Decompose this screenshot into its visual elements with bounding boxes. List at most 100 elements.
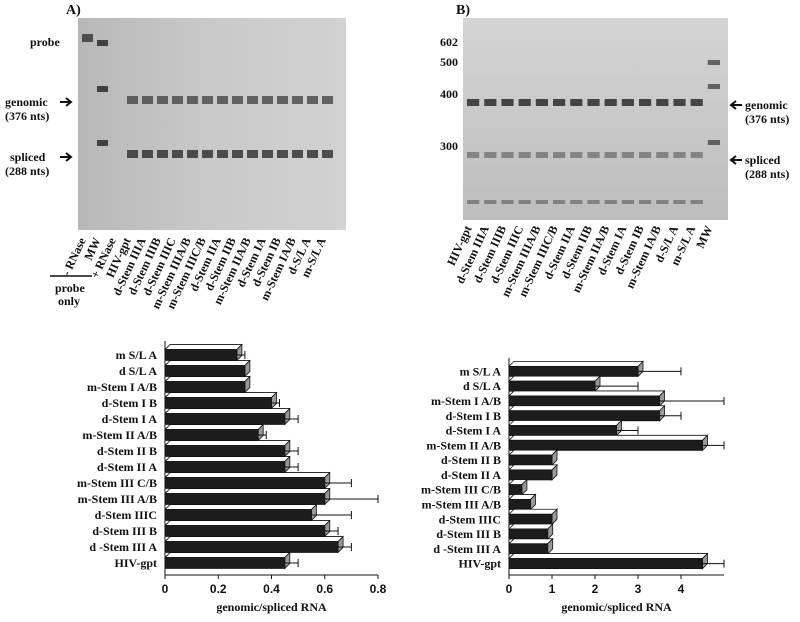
error-bar <box>271 399 280 407</box>
y-tick-label: d -Stem III A <box>433 542 501 556</box>
error-bar <box>338 543 352 551</box>
y-tick-label: d-Stem IIIC <box>439 512 501 526</box>
bar <box>508 528 549 540</box>
bar <box>164 541 339 553</box>
bar-top <box>164 392 278 398</box>
bar <box>508 499 531 510</box>
band <box>604 152 617 158</box>
band <box>553 152 566 158</box>
x-tick-label: 4 <box>678 582 685 596</box>
error-bar <box>324 527 339 535</box>
y-tick-label: m-Stem III C/B <box>77 476 157 490</box>
bar-top <box>508 420 623 426</box>
bar-top <box>508 553 709 559</box>
size-marker: 300 <box>440 139 458 153</box>
bar <box>508 439 703 451</box>
y-tick-label: m S/L A <box>116 348 158 362</box>
band <box>322 150 333 158</box>
bar-top <box>164 376 251 382</box>
error-bar <box>258 431 267 439</box>
y-tick-label: d-Stem II B <box>441 453 501 467</box>
bar-top <box>164 520 331 526</box>
band <box>587 99 600 106</box>
bar <box>508 395 660 407</box>
y-tick-label: m S/L A <box>460 364 502 378</box>
band <box>621 99 634 106</box>
bar-top <box>508 464 558 471</box>
band <box>232 150 243 158</box>
band <box>157 96 168 104</box>
bar <box>164 429 259 441</box>
gel-label: (288 nts) <box>5 164 49 178</box>
x-tick-label: 0.4 <box>263 582 280 596</box>
band <box>307 96 318 104</box>
gel-label: (288 nts) <box>745 167 789 181</box>
band <box>621 200 634 204</box>
x-tick-label: 0.6 <box>316 582 333 596</box>
band <box>707 60 720 65</box>
gel-image-b <box>463 18 728 220</box>
bar-top <box>164 344 243 350</box>
band <box>707 84 720 89</box>
band <box>97 86 108 92</box>
x-axis-label: genomic/spliced RNA <box>561 600 672 614</box>
bar-top <box>164 456 291 462</box>
band <box>639 200 652 204</box>
band <box>690 99 703 106</box>
bar <box>508 365 639 377</box>
gel-bands-b <box>467 60 720 204</box>
band <box>673 152 686 158</box>
bar <box>508 469 553 481</box>
band <box>127 96 138 104</box>
error-bar <box>659 411 682 420</box>
gel-label: probe <box>30 35 60 49</box>
bar-top <box>164 552 291 558</box>
band <box>570 200 583 204</box>
x-axis-label: genomic/spliced RNA <box>216 600 327 614</box>
x-tick-label: 0.2 <box>210 582 227 596</box>
bracket-label: probe <box>55 281 85 295</box>
band <box>484 152 497 158</box>
band <box>484 200 497 204</box>
bar <box>164 445 286 457</box>
bar <box>164 461 286 473</box>
y-tick-label: m-Stem III A/B <box>78 492 157 506</box>
band <box>518 99 531 106</box>
band <box>277 150 288 158</box>
bar-top <box>508 449 558 456</box>
band <box>247 96 258 104</box>
error-bar <box>284 463 299 471</box>
band <box>262 150 273 158</box>
bar-top <box>164 408 291 414</box>
bracket-label: only <box>58 294 80 308</box>
band <box>187 96 198 104</box>
bar <box>164 413 286 425</box>
size-marker: 400 <box>440 87 458 101</box>
band <box>467 99 480 106</box>
band <box>690 152 703 158</box>
band <box>535 99 548 106</box>
error-bar <box>324 479 352 487</box>
x-tick-label: 1 <box>549 582 556 596</box>
gel-label: spliced <box>745 153 781 167</box>
panel-label: B) <box>456 3 470 18</box>
band <box>535 200 548 204</box>
y-tick-label: d-Stem II B <box>97 444 157 458</box>
x-tick-label: 0 <box>162 582 169 596</box>
y-tick-label: d-Stem I B <box>446 409 501 423</box>
x-tick-label: 3 <box>635 582 642 596</box>
bar <box>508 410 660 422</box>
bar <box>508 454 553 466</box>
band <box>484 99 497 106</box>
band <box>639 152 652 158</box>
error-bar <box>311 511 352 519</box>
band <box>232 96 243 104</box>
bar-top <box>508 508 558 515</box>
gel-label: genomic <box>5 95 48 109</box>
y-tick-label: d-Stem III B <box>92 524 157 538</box>
band <box>142 96 153 104</box>
band <box>97 140 108 146</box>
band <box>202 96 213 104</box>
y-tick-label: m-Stem III A/B <box>422 497 501 511</box>
error-bar <box>236 351 246 359</box>
